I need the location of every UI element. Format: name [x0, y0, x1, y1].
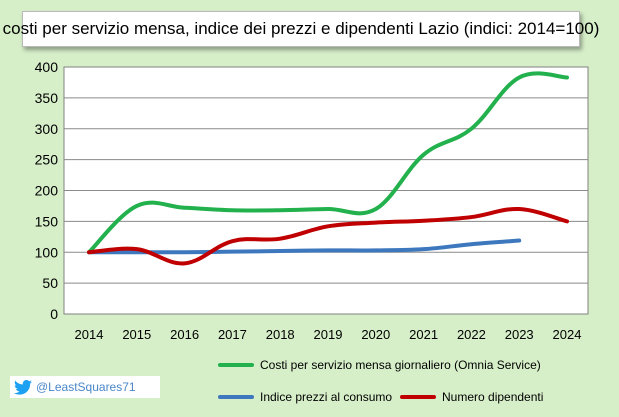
legend-swatch-dipendenti — [400, 395, 436, 399]
y-tick-label: 350 — [35, 90, 59, 106]
series-line-costi-mensa — [87, 71, 569, 255]
legend-swatch-indice-prezzi — [218, 395, 254, 399]
legend-item-indice-prezzi: Indice prezzi al consumo — [218, 390, 392, 404]
twitter-bird-icon — [14, 379, 32, 395]
legend-label-costi: Costi per servizio mensa giornaliero (Om… — [260, 358, 541, 372]
x-tick-label: 2021 — [409, 327, 438, 342]
y-tick-label: 0 — [50, 306, 58, 322]
twitter-handle: @LeastSquares71 — [36, 380, 136, 394]
y-tick-label: 400 — [35, 59, 59, 75]
x-tick-label: 2023 — [505, 327, 534, 342]
legend-label-indice-prezzi: Indice prezzi al consumo — [260, 390, 393, 404]
chart-title: costi per servizio mensa, indice dei pre… — [3, 11, 599, 47]
legend-label-dipendenti: Numero dipendenti — [442, 390, 544, 404]
x-tick-label: 2024 — [553, 327, 582, 342]
x-tick-label: 2015 — [122, 327, 151, 342]
legend-item-dipendenti: Numero dipendenti — [400, 390, 543, 404]
y-tick-label: 200 — [35, 183, 59, 199]
y-tick-label: 50 — [42, 275, 58, 291]
y-tick-label: 250 — [35, 152, 59, 168]
y-axis-ticks: 0 50 100 150 200 250 300 350 400 — [35, 59, 59, 322]
series-line-numero-dipendenti — [87, 207, 569, 266]
x-axis-ticks: 2014 2015 2016 2017 2018 2019 2020 2021 2022 2023… — [75, 327, 582, 342]
series-lines — [87, 71, 569, 266]
y-tick-label: 300 — [35, 121, 59, 137]
x-tick-label: 2022 — [457, 327, 486, 342]
x-tick-label: 2016 — [170, 327, 199, 342]
legend-swatch-costi — [218, 363, 254, 367]
twitter-handle-badge: @LeastSquares71 — [10, 376, 160, 398]
x-tick-label: 2017 — [218, 327, 247, 342]
x-tick-label: 2014 — [75, 327, 104, 342]
series-line-indice-prezzi — [87, 238, 522, 255]
y-tick-label: 150 — [35, 213, 59, 229]
legend-item-costi: Costi per servizio mensa giornaliero (Om… — [218, 358, 541, 372]
x-tick-label: 2019 — [314, 327, 343, 342]
y-tick-label: 100 — [35, 244, 59, 260]
x-tick-label: 2020 — [361, 327, 390, 342]
x-tick-label: 2018 — [266, 327, 295, 342]
gridlines — [64, 97, 588, 284]
